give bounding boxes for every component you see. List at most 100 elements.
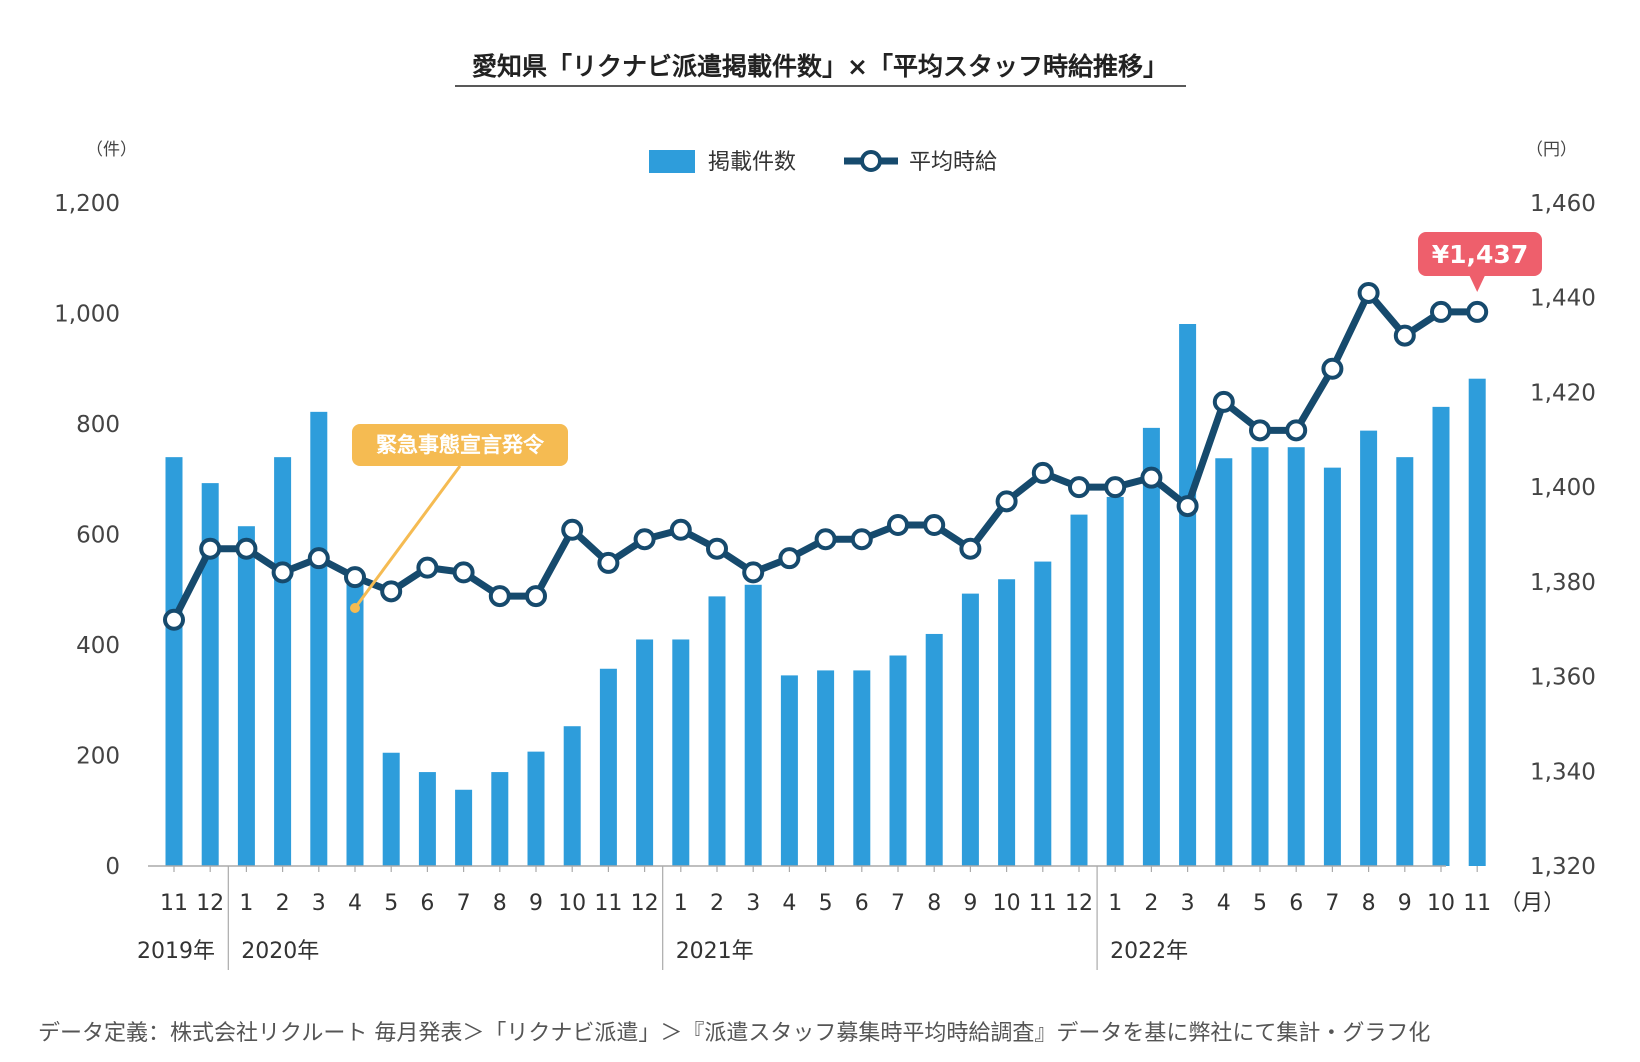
line-series xyxy=(163,281,1489,631)
legend-line-label: 平均時給 xyxy=(909,150,997,175)
month-label: 4 xyxy=(1217,891,1231,916)
month-label: 5 xyxy=(384,891,398,916)
line-point xyxy=(1068,476,1090,499)
line-point xyxy=(416,556,439,579)
line-point xyxy=(1176,495,1199,518)
month-label: 8 xyxy=(1362,891,1376,916)
bar xyxy=(455,789,473,866)
right-axis-tick-label: 1,420 xyxy=(1530,380,1596,406)
line-point xyxy=(923,514,946,537)
month-label: 2 xyxy=(276,891,290,916)
month-label: 6 xyxy=(420,891,434,916)
line-point xyxy=(452,561,475,584)
month-label: 4 xyxy=(348,891,362,916)
month-label: 11 xyxy=(1029,891,1057,916)
line-point xyxy=(778,547,801,570)
left-axis-unit: （件） xyxy=(86,140,137,160)
month-label: 5 xyxy=(819,891,833,916)
month-label: 6 xyxy=(855,891,869,916)
line-point xyxy=(1140,466,1163,489)
line-point xyxy=(271,561,294,584)
line-point xyxy=(814,528,837,551)
callout-label: 緊急事態宣言発令 xyxy=(376,433,545,457)
month-label: 12 xyxy=(631,891,659,916)
month-label: 10 xyxy=(558,891,586,916)
bar xyxy=(1215,458,1233,866)
bar xyxy=(563,726,581,866)
line-point xyxy=(525,585,547,608)
left-axis-tick-label: 1,000 xyxy=(54,302,120,328)
line-point xyxy=(597,551,620,574)
bar xyxy=(744,584,762,866)
bar xyxy=(599,668,617,866)
right-axis-tick-label: 1,460 xyxy=(1530,191,1596,217)
footer-source-note: データ定義：株式会社リクルート 毎月発表＞「リクナビ派遣」＞『派遣スタッフ募集時… xyxy=(38,1021,1430,1046)
left-axis-tick-label: 600 xyxy=(76,523,120,549)
bar xyxy=(636,639,654,866)
month-unit-label: （月） xyxy=(1499,891,1565,916)
bar xyxy=(998,579,1016,866)
month-label: 2 xyxy=(710,891,724,916)
bar xyxy=(382,752,400,866)
right-axis-tick-label: 1,340 xyxy=(1530,759,1596,785)
bar xyxy=(672,639,690,866)
bar xyxy=(925,633,943,866)
legend-line-marker xyxy=(860,150,882,172)
month-label: 10 xyxy=(1427,891,1455,916)
month-label: 2 xyxy=(1144,891,1158,916)
month-label: 3 xyxy=(312,891,326,916)
month-label: 12 xyxy=(1065,891,1093,916)
year-label: 2020年 xyxy=(241,939,319,964)
line-point xyxy=(887,514,909,537)
month-label: 3 xyxy=(1181,891,1195,916)
bar xyxy=(780,675,798,866)
bar xyxy=(527,751,545,866)
month-label: 9 xyxy=(963,891,977,916)
callout-leader-line xyxy=(353,465,462,609)
month-label: 8 xyxy=(927,891,941,916)
x-axis: 11 12 1 2 3 4 5 6 7 8 9 10 11 12 1 2 3 4 5 6 7 8 9 10 11 12 1 2 3 4 5 6… xyxy=(137,866,1565,970)
month-label: 7 xyxy=(457,891,471,916)
right-axis: 1,320 1,340 1,360 1,380 1,400 1,420 1,440 1,460 xyxy=(1530,191,1596,880)
year-label: 2022年 xyxy=(1110,939,1188,964)
bar xyxy=(1251,447,1269,866)
bar xyxy=(1106,496,1124,866)
line-point xyxy=(1212,390,1235,413)
line-point xyxy=(235,537,258,560)
line-point xyxy=(1393,324,1416,347)
legend-bar-swatch xyxy=(649,150,695,173)
line-point xyxy=(561,518,584,541)
month-label: 5 xyxy=(1253,891,1267,916)
bar xyxy=(1432,406,1450,866)
bar xyxy=(310,411,328,866)
month-label: 7 xyxy=(1325,891,1339,916)
bar xyxy=(708,596,726,866)
price-badge-pointer xyxy=(1469,275,1486,292)
month-label: 11 xyxy=(1463,891,1491,916)
annotations: 緊急事態宣言発令 ¥1,437 xyxy=(350,232,1542,613)
bar xyxy=(165,457,183,866)
legend: 掲載件数 平均時給 xyxy=(649,150,997,175)
legend-bar-label: 掲載件数 xyxy=(708,150,796,175)
line-point xyxy=(1249,419,1271,442)
month-label: 3 xyxy=(746,891,760,916)
bar xyxy=(237,526,255,866)
chart-title: 愛知県「リクナビ派遣掲載件数」×「平均スタッフ時給推移」 xyxy=(472,52,1168,81)
left-axis-tick-label: 800 xyxy=(76,412,120,438)
bar xyxy=(491,772,509,866)
line-point xyxy=(163,608,185,631)
month-label: 6 xyxy=(1289,891,1303,916)
price-badge-label: ¥1,437 xyxy=(1432,240,1528,269)
line-point xyxy=(344,566,366,589)
bar xyxy=(1323,467,1341,866)
line-point xyxy=(1031,461,1054,484)
right-axis-tick-label: 1,380 xyxy=(1530,570,1596,596)
bar xyxy=(961,593,979,866)
bar xyxy=(346,579,364,866)
line-point xyxy=(1321,357,1344,380)
line-point xyxy=(1357,281,1380,304)
right-axis-tick-label: 1,360 xyxy=(1530,665,1596,691)
month-label: 4 xyxy=(782,891,796,916)
left-axis-tick-label: 1,200 xyxy=(54,191,120,217)
